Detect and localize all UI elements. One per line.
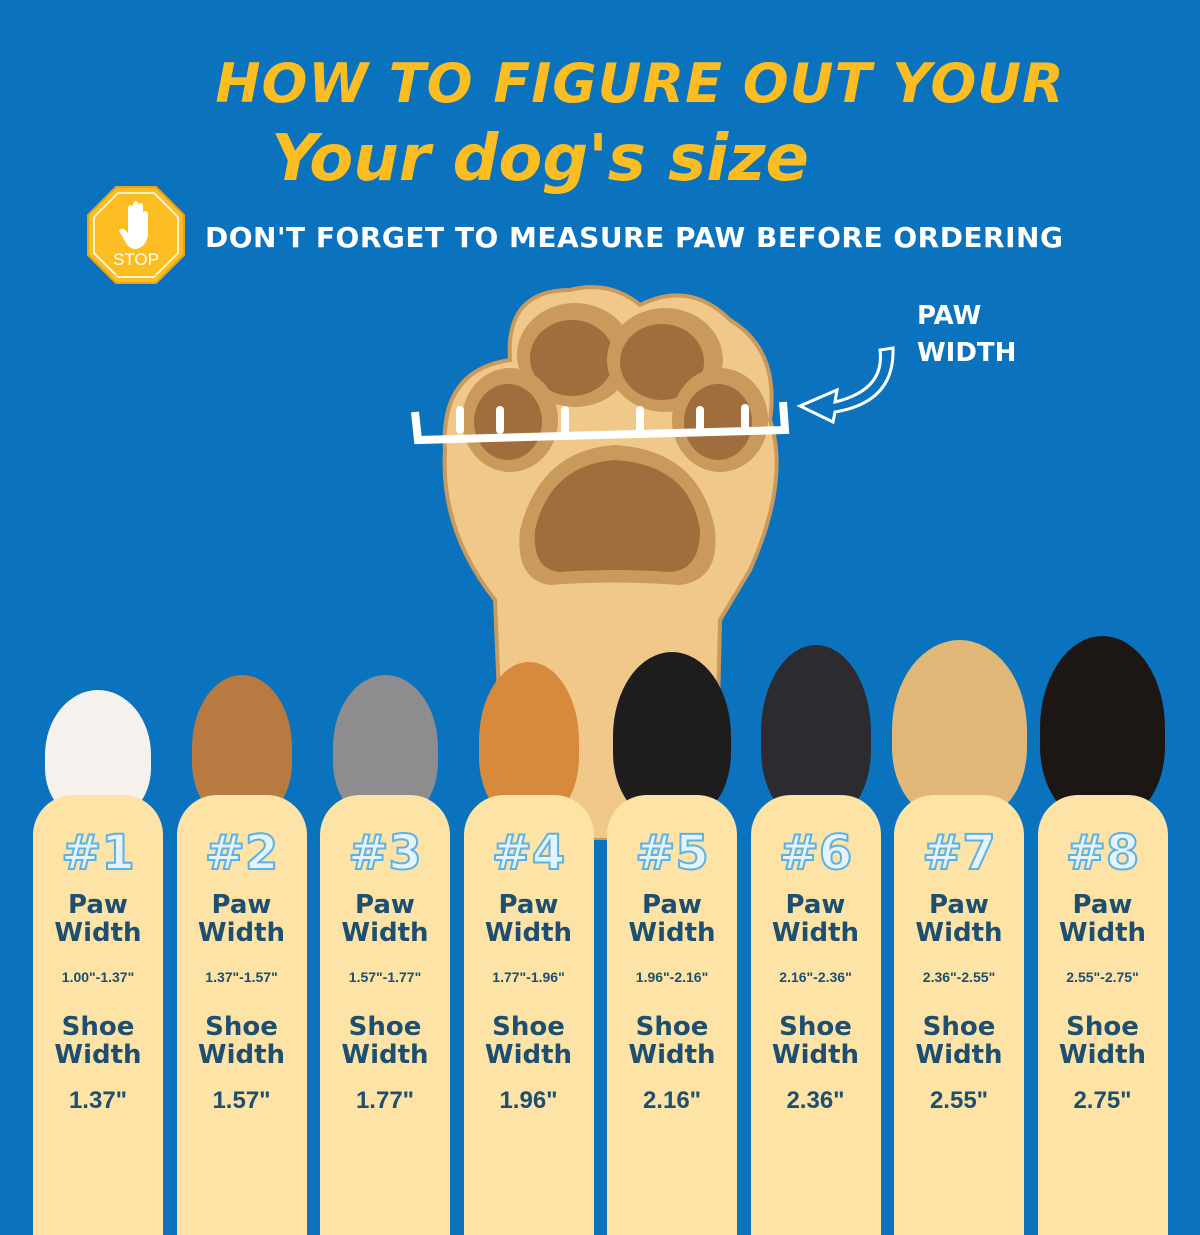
size-number: #4: [491, 824, 567, 882]
label-line: Paw: [642, 890, 702, 920]
paw-width-label-line2: WIDTH: [917, 338, 1017, 368]
label-line: Width: [771, 918, 860, 948]
label-line: Paw: [1072, 890, 1133, 920]
paw-width-heading: Paw Width: [751, 891, 881, 947]
paw-width-heading: Paw Width: [607, 891, 737, 947]
size-card: #4 Paw Width 1.77"-1.96" Shoe Width 1.96": [463, 795, 594, 1235]
shoe-width-value: 2.36": [786, 1087, 845, 1114]
shoe-width-heading: Shoe Width: [33, 1013, 163, 1069]
paw-width-range: 2.36"-2.55": [922, 969, 996, 985]
shoe-width-heading: Shoe Width: [751, 1013, 881, 1069]
dog-photo: [1040, 636, 1165, 820]
paw-width-heading: Paw Width: [464, 891, 594, 947]
paw-width-range: 1.37"-1.57": [205, 969, 278, 985]
label-line: Shoe: [1066, 1012, 1139, 1042]
label-line: Paw: [211, 890, 272, 920]
label-line: Width: [484, 1040, 573, 1070]
label-line: Width: [1058, 1040, 1147, 1070]
label-line: Shoe: [635, 1012, 709, 1042]
label-line: Width: [915, 1040, 1003, 1070]
label-line: Width: [915, 918, 1003, 948]
title-line-2: Your dog's size: [271, 122, 809, 196]
dog-photo: [478, 662, 579, 820]
label-line: Width: [54, 918, 142, 948]
size-number: #6: [778, 824, 854, 882]
paw-width-label-line1: PAW: [917, 301, 982, 331]
label-line: Paw: [929, 890, 989, 920]
size-card: #1 Paw Width 1.00"-1.37" Shoe Width 1.37": [33, 795, 163, 1235]
label-line: Width: [197, 918, 286, 948]
paw-illustration: [411, 285, 790, 840]
shoe-width-heading: Shoe Width: [177, 1013, 307, 1069]
dog-photo: [760, 645, 871, 820]
stop-sign-icon: STOP: [87, 186, 185, 284]
paw-width-range: 1.96"-2.16": [635, 969, 709, 985]
shoe-width-heading: Shoe Width: [1038, 1013, 1168, 1069]
paw-width-range: 1.00"-1.37": [61, 969, 135, 985]
size-number: #1: [60, 824, 136, 882]
label-line: Shoe: [922, 1012, 996, 1042]
label-line: Width: [341, 1040, 429, 1070]
arrow-icon: [796, 346, 895, 425]
title-line-1: HOW TO FIGURE OUT YOUR: [215, 52, 1065, 115]
label-line: Shoe: [348, 1012, 422, 1042]
paw-width-heading: Paw Width: [320, 891, 450, 947]
shoe-width-heading: Shoe Width: [464, 1013, 594, 1069]
paw-width-range: 1.77"-1.96": [492, 969, 565, 985]
label-line: Shoe: [492, 1012, 565, 1042]
shoe-width-value: 1.96": [499, 1087, 558, 1114]
shoe-width-value: 1.77": [355, 1087, 415, 1114]
paw-width-heading: Paw Width: [177, 891, 307, 947]
label-line: Width: [771, 1040, 860, 1070]
dog-photo: [891, 640, 1027, 820]
label-line: Width: [484, 918, 573, 948]
shoe-width-value: 1.57": [212, 1087, 271, 1114]
size-number: #5: [634, 824, 710, 882]
label-line: Width: [628, 1040, 716, 1070]
shoe-width-value: 2.75": [1073, 1087, 1132, 1114]
size-number: #7: [921, 824, 997, 882]
size-card: #2 Paw Width 1.37"-1.57" Shoe Width 1.57": [176, 795, 307, 1235]
paw-width-label: PAW WIDTH: [917, 298, 1016, 372]
label-line: Width: [341, 918, 429, 948]
size-number: #8: [1065, 824, 1141, 882]
shoe-width-heading: Shoe Width: [607, 1013, 737, 1069]
size-number: #3: [347, 824, 423, 882]
paw-width-range: 2.16"-2.36": [779, 969, 852, 985]
label-line: Shoe: [61, 1012, 135, 1042]
label-line: Width: [54, 1040, 142, 1070]
dog-photo: [613, 652, 731, 820]
shoe-width-value: 2.55": [929, 1087, 989, 1114]
paw-width-range: 1.57"-1.77": [348, 969, 422, 985]
label-line: Shoe: [205, 1012, 278, 1042]
subtitle: DON'T FORGET TO MEASURE PAW BEFORE ORDER…: [205, 221, 1064, 254]
label-line: Width: [1058, 918, 1147, 948]
size-card: #6 Paw Width 2.16"-2.36" Shoe Width 2.36": [750, 795, 881, 1235]
size-card: #3 Paw Width 1.57"-1.77" Shoe Width 1.77": [320, 795, 450, 1235]
shoe-width-value: 1.37": [68, 1087, 128, 1114]
label-line: Shoe: [779, 1012, 852, 1042]
shoe-width-value: 2.16": [642, 1087, 702, 1114]
shoe-width-heading: Shoe Width: [894, 1013, 1024, 1069]
size-card: #5 Paw Width 1.96"-2.16" Shoe Width 2.16": [607, 795, 737, 1235]
label-line: Paw: [785, 890, 846, 920]
size-card: #7 Paw Width 2.36"-2.55" Shoe Width 2.55": [894, 795, 1024, 1235]
paw-width-heading: Paw Width: [1038, 891, 1168, 947]
paw-width-range: 2.55"-2.75": [1066, 969, 1139, 985]
label-line: Width: [197, 1040, 286, 1070]
shoe-width-heading: Shoe Width: [320, 1013, 450, 1069]
paw-width-heading: Paw Width: [894, 891, 1024, 947]
size-card: #8 Paw Width 2.55"-2.75" Shoe Width 2.75": [1037, 795, 1168, 1235]
size-number: #2: [204, 824, 280, 882]
label-line: Paw: [68, 890, 128, 920]
label-line: Width: [628, 918, 716, 948]
paw-width-heading: Paw Width: [33, 891, 163, 947]
stop-sign-text: STOP: [113, 250, 159, 269]
label-line: Paw: [498, 890, 559, 920]
label-line: Paw: [355, 890, 415, 920]
